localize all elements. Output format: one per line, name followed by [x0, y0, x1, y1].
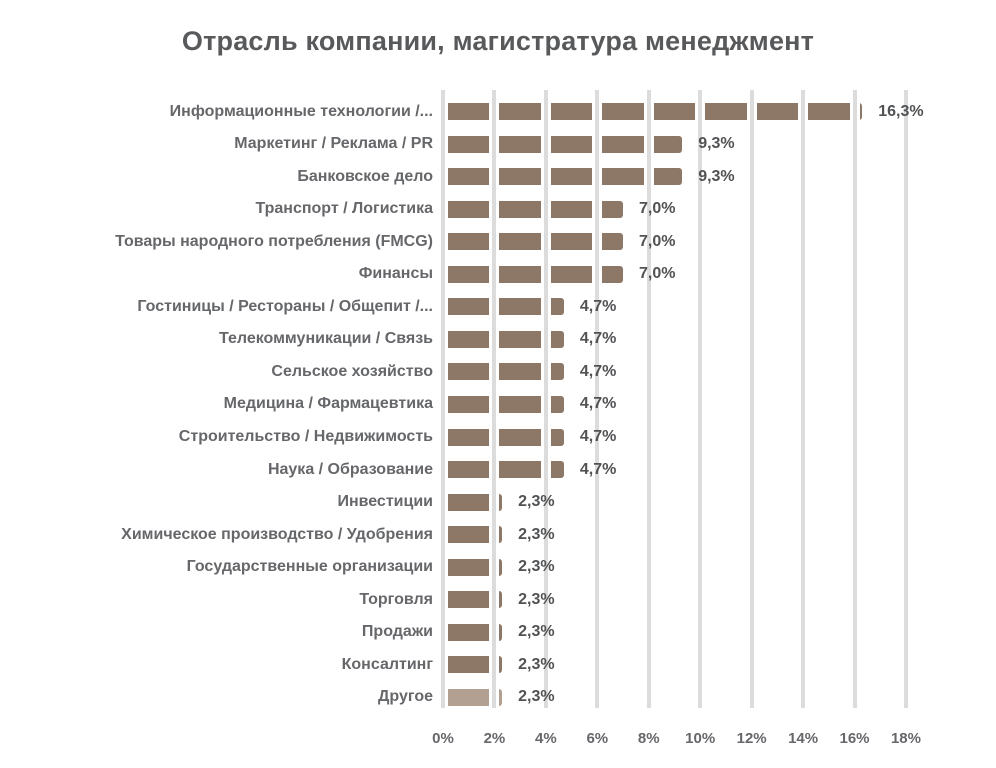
x-axis-tick-label: 12%: [736, 730, 767, 747]
x-axis-tick-label: 2%: [483, 730, 506, 747]
value-label: 4,7%: [579, 428, 617, 445]
value-label: 4,7%: [579, 460, 617, 478]
gridline: [746, 90, 757, 708]
bar: [443, 363, 564, 381]
gridline: [798, 90, 809, 708]
category-label: Товары народного потребления (FMCG): [115, 232, 433, 250]
value-label: 4,7%: [579, 330, 617, 348]
x-axis-tick-label: 0%: [432, 730, 454, 747]
gridline: [849, 90, 860, 708]
category-label: Торговля: [359, 590, 433, 608]
category-label: Строительство / Недвижимость: [178, 428, 433, 445]
bar: [443, 168, 683, 186]
bar: [443, 461, 564, 479]
bar: [443, 330, 564, 348]
category-label: Химическое производство / Удобрения: [121, 525, 433, 543]
x-axis-tick-label: 6%: [586, 730, 609, 747]
category-label: Другое: [378, 688, 433, 706]
x-axis-tick-label: 14%: [788, 730, 819, 747]
value-label: 2,3%: [518, 493, 555, 511]
x-axis-tick-label: 4%: [535, 730, 557, 747]
x-axis-tick-label: 8%: [637, 730, 660, 747]
bar: [443, 233, 624, 251]
category-label: Информационные технологии /...: [169, 102, 433, 120]
value-label: 9,3%: [698, 167, 735, 185]
x-axis-tick-label: 16%: [839, 730, 870, 747]
x-axis-tick-label: 10%: [685, 730, 716, 747]
bar: [443, 298, 564, 316]
value-label: 7,0%: [639, 265, 676, 283]
gridline: [540, 90, 551, 708]
value-label: 2,3%: [518, 525, 555, 543]
category-label: Наука / Образование: [267, 460, 433, 478]
bar: [443, 656, 503, 674]
category-label: Транспорт / Логистика: [255, 200, 433, 218]
gridline: [592, 90, 603, 708]
category-label: Гостиницы / Рестораны / Общепит /...: [137, 297, 433, 315]
bar: [443, 428, 564, 446]
value-label: 16,3%: [878, 102, 924, 120]
category-label: Сельское хозяйство: [271, 362, 433, 380]
value-label: 4,7%: [579, 395, 617, 413]
bar: [443, 623, 503, 641]
x-axis-tick-label: 18%: [890, 730, 921, 747]
bar: [443, 526, 503, 544]
category-label: Государственные организации: [186, 558, 433, 576]
bar: [443, 688, 503, 706]
category-label: Инвестиции: [337, 493, 433, 511]
value-label: 2,3%: [518, 558, 555, 576]
gridline: [695, 90, 706, 708]
gridline: [643, 90, 654, 708]
category-label: Телекоммуникации / Связь: [219, 330, 433, 348]
value-label: 4,7%: [579, 297, 617, 315]
bar: [443, 591, 503, 609]
category-label: Маркетинг / Реклама / PR: [234, 135, 433, 153]
gridline: [438, 90, 448, 708]
chart-title: Отрасль компании, магистратура менеджмен…: [181, 26, 815, 56]
value-label: 9,3%: [698, 135, 735, 153]
category-label: Продажи: [361, 623, 433, 641]
bar: [443, 493, 503, 511]
value-label: 2,3%: [518, 590, 555, 608]
bar: [443, 135, 683, 153]
bar: [443, 558, 503, 576]
category-label: Консалтинг: [341, 655, 433, 673]
gridline: [489, 90, 500, 708]
category-label: Банковское дело: [297, 167, 433, 185]
value-label: 2,3%: [518, 623, 555, 641]
bar: [443, 395, 564, 413]
value-label: 2,3%: [518, 655, 555, 673]
bar: [443, 265, 624, 283]
value-label: 7,0%: [639, 200, 676, 218]
value-label: 7,0%: [639, 232, 676, 250]
value-label: 4,7%: [579, 362, 617, 380]
bar: [443, 200, 624, 218]
value-label: 2,3%: [518, 688, 555, 706]
category-label: Медицина / Фармацевтика: [223, 395, 433, 413]
category-label: Финансы: [358, 265, 433, 283]
gridline: [900, 90, 911, 708]
